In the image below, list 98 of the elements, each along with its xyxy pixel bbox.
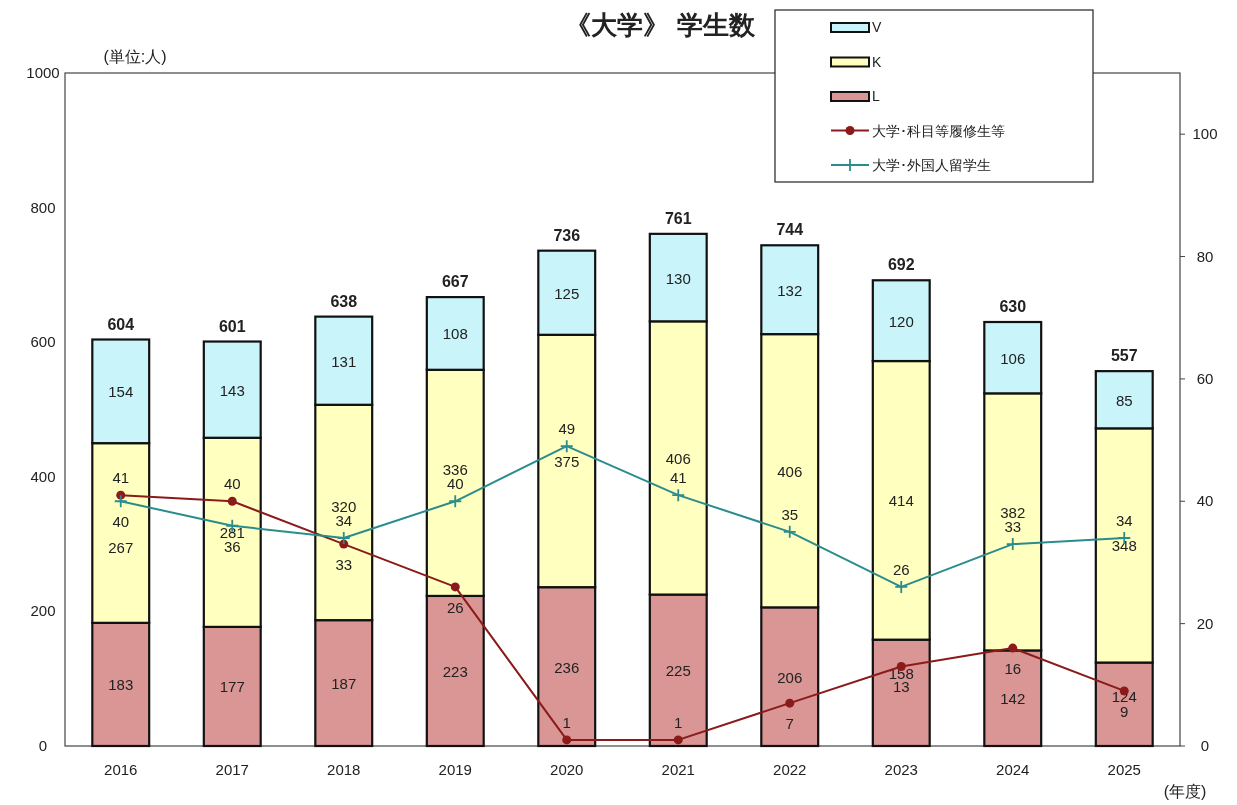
x-tick-label: 2019 — [438, 761, 472, 778]
x-tick-label: 2017 — [215, 761, 249, 778]
x-tick-label: 2024 — [996, 761, 1030, 778]
data-label: 348 — [1111, 537, 1137, 555]
data-label: 40 — [223, 475, 241, 493]
y2-tick-label: 60 — [1196, 369, 1214, 387]
point — [450, 582, 460, 592]
data-label: 406 — [665, 449, 691, 467]
data-label: 187 — [331, 675, 357, 693]
y-tick-label: 800 — [30, 198, 56, 216]
data-label: 142 — [1000, 690, 1026, 708]
point — [673, 735, 683, 745]
x-axis-title: (年度) — [1163, 783, 1207, 800]
data-label: 414 — [888, 492, 914, 510]
legend-label: V — [872, 19, 882, 35]
data-label: 106 — [1000, 349, 1026, 367]
x-tick-label: 2016 — [104, 761, 138, 778]
data-label: 35 — [781, 505, 799, 523]
x-tick-label: 2021 — [661, 761, 695, 778]
data-label: 125 — [554, 284, 580, 302]
x-tick-label: 2025 — [1107, 761, 1141, 778]
y-tick-label: 0 — [38, 737, 48, 754]
data-label: 1 — [674, 713, 683, 731]
data-label: 177 — [219, 678, 245, 696]
total-label: 736 — [553, 226, 581, 244]
point — [1005, 537, 1020, 551]
data-label: 26 — [446, 598, 464, 616]
y-tick-label: 600 — [30, 333, 56, 351]
data-label: 375 — [554, 452, 580, 470]
y2-tick-label: 0 — [1200, 737, 1210, 754]
point — [782, 524, 797, 539]
data-label: 108 — [442, 325, 468, 343]
point — [113, 494, 128, 509]
x-tick-label: 2022 — [773, 761, 807, 778]
point — [671, 488, 686, 503]
total-label: 638 — [330, 292, 358, 310]
point — [336, 531, 351, 545]
data-label: 85 — [1115, 391, 1133, 409]
chart-title: 《大学》 学生数 — [565, 10, 756, 40]
x-tick-label: 2023 — [884, 761, 918, 778]
point — [559, 439, 574, 454]
data-label: 225 — [665, 662, 691, 680]
data-label: 382 — [1000, 503, 1026, 521]
data-label: 41 — [112, 469, 130, 487]
data-label: 34 — [1115, 511, 1133, 529]
legend-label: 大学･科目等履修生等 — [872, 122, 1005, 139]
x-tick-label: 2018 — [327, 761, 361, 778]
data-label: 9 — [1120, 702, 1129, 720]
data-label: 120 — [888, 312, 914, 330]
data-label: 267 — [108, 539, 134, 556]
data-label: 33 — [1004, 518, 1022, 536]
total-label: 692 — [887, 256, 915, 274]
legend-label: K — [872, 53, 882, 70]
data-label: 33 — [335, 556, 353, 574]
y-tick-label: 1000 — [26, 64, 60, 81]
y2-tick-label: 80 — [1196, 247, 1214, 265]
data-label: 7 — [785, 715, 794, 733]
point — [785, 698, 795, 708]
data-label: 406 — [777, 462, 803, 480]
data-label: 49 — [558, 420, 576, 438]
data-label: 131 — [331, 352, 357, 370]
legend-label: L — [872, 88, 880, 104]
y2-tick-label: 20 — [1196, 614, 1214, 632]
y-tick-label: 200 — [30, 602, 56, 620]
legend-label: 大学･外国人留学生 — [872, 157, 991, 173]
total-label: 667 — [441, 273, 469, 291]
total-label: 604 — [107, 315, 135, 333]
data-label: 16 — [1004, 660, 1022, 678]
data-label: 40 — [112, 513, 130, 531]
total-label: 744 — [776, 221, 804, 239]
point — [1008, 643, 1018, 653]
data-label: 236 — [554, 658, 580, 676]
data-label: 223 — [442, 662, 468, 680]
total-label: 630 — [999, 298, 1027, 316]
data-label: 154 — [108, 383, 134, 401]
x-tick-label: 2020 — [550, 761, 584, 778]
point — [894, 580, 909, 594]
point — [227, 496, 237, 506]
data-label: 40 — [446, 475, 464, 493]
data-label: 132 — [777, 281, 803, 299]
data-label: 336 — [442, 460, 468, 478]
y2-tick-label: 100 — [1192, 125, 1218, 143]
data-label: 206 — [777, 668, 803, 686]
point — [448, 494, 463, 509]
point — [562, 735, 572, 745]
total-label: 557 — [1110, 347, 1138, 365]
data-label: 26 — [892, 560, 910, 578]
y2-tick-label: 40 — [1196, 492, 1214, 510]
data-label: 143 — [219, 381, 245, 399]
data-label: 183 — [108, 676, 134, 694]
data-label: 130 — [665, 269, 691, 287]
data-label: 41 — [669, 469, 687, 487]
data-label: 13 — [892, 678, 910, 696]
y-axis-title: (単位:人) — [103, 48, 167, 65]
data-label: 1 — [562, 713, 571, 731]
total-label: 601 — [218, 317, 246, 335]
y-tick-label: 400 — [30, 467, 56, 485]
total-label: 761 — [664, 209, 692, 227]
